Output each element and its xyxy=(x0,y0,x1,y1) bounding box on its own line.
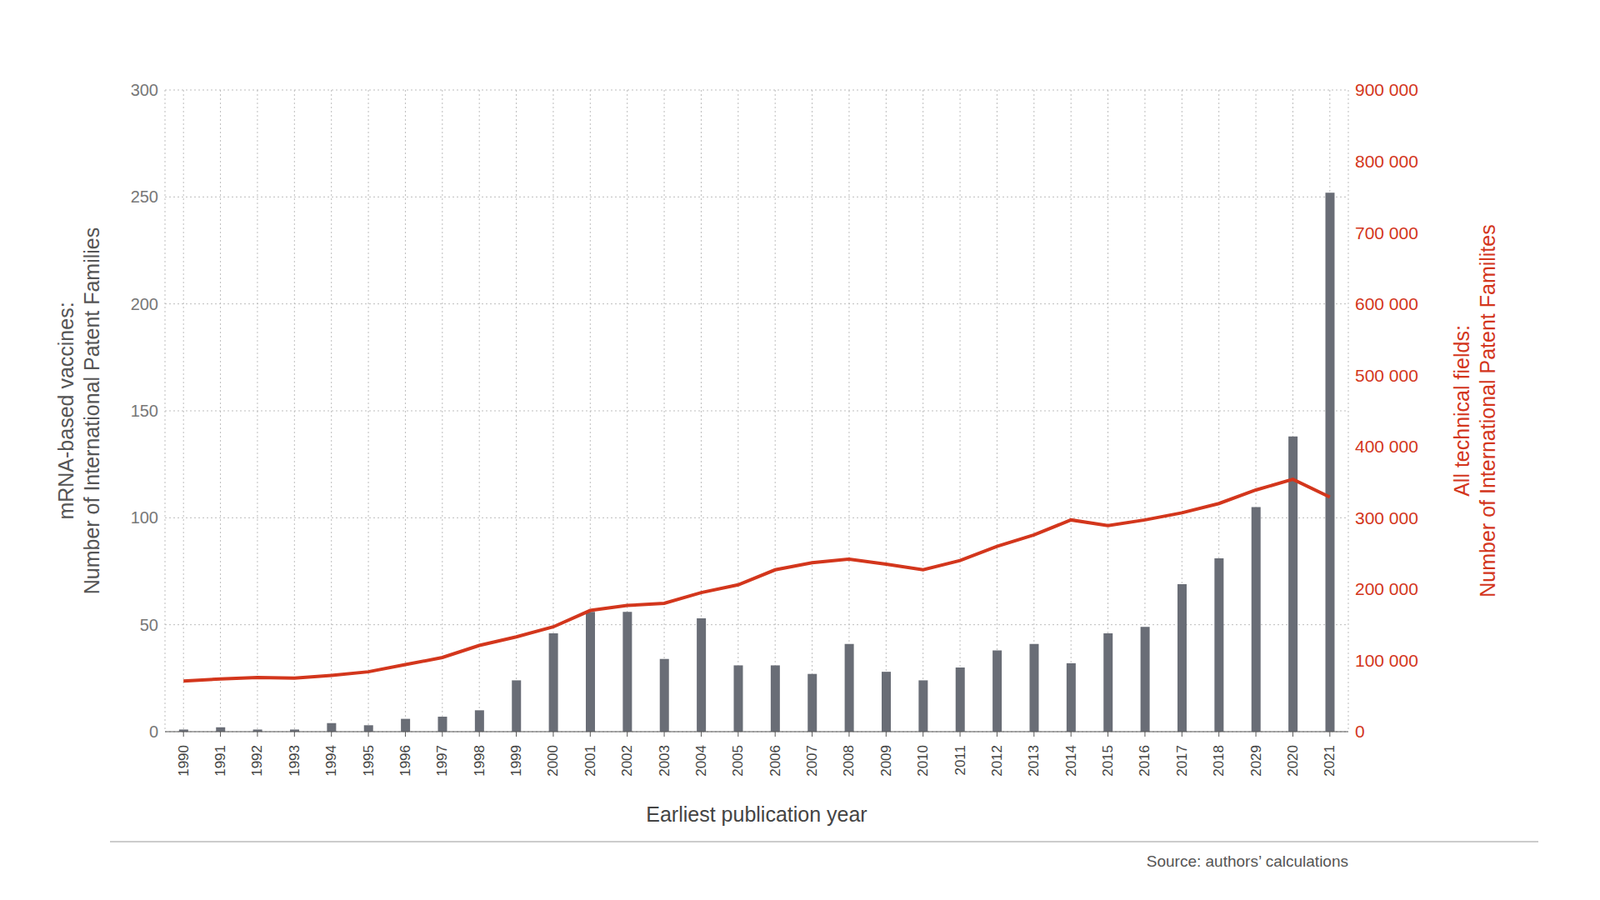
svg-text:400 000: 400 000 xyxy=(1355,436,1419,456)
svg-text:1996: 1996 xyxy=(397,745,414,777)
svg-text:1992: 1992 xyxy=(249,745,265,777)
svg-text:300 000: 300 000 xyxy=(1355,508,1419,528)
svg-text:2015: 2015 xyxy=(1100,745,1116,777)
svg-text:50: 50 xyxy=(140,615,159,635)
svg-text:1990: 1990 xyxy=(175,745,192,777)
svg-text:300: 300 xyxy=(130,80,159,100)
svg-text:900 000: 900 000 xyxy=(1355,80,1419,100)
svg-text:2018: 2018 xyxy=(1210,745,1227,777)
svg-text:2011: 2011 xyxy=(952,745,969,776)
svg-text:2005: 2005 xyxy=(730,745,746,777)
svg-text:2006: 2006 xyxy=(767,745,784,777)
svg-text:150: 150 xyxy=(130,401,159,420)
svg-text:1994: 1994 xyxy=(323,745,340,777)
svg-text:2017: 2017 xyxy=(1174,745,1190,777)
svg-text:0: 0 xyxy=(1355,721,1365,741)
svg-text:All technical fields:Number of: All technical fields:Number of Internati… xyxy=(1450,224,1500,597)
svg-text:2012: 2012 xyxy=(989,745,1005,777)
svg-text:0: 0 xyxy=(149,722,159,741)
svg-text:200: 200 xyxy=(130,295,159,314)
svg-text:Source: authors’ calculations: Source: authors’ calculations xyxy=(1146,852,1349,870)
svg-text:2007: 2007 xyxy=(804,745,820,777)
svg-text:600 000: 600 000 xyxy=(1355,294,1419,314)
svg-text:200 000: 200 000 xyxy=(1355,579,1419,599)
svg-text:2013: 2013 xyxy=(1025,745,1042,777)
svg-text:2009: 2009 xyxy=(878,745,895,777)
svg-text:1995: 1995 xyxy=(360,745,377,777)
svg-text:2002: 2002 xyxy=(619,745,635,777)
svg-text:2008: 2008 xyxy=(840,745,857,777)
svg-text:1998: 1998 xyxy=(471,745,488,777)
svg-text:1991: 1991 xyxy=(212,745,229,777)
svg-text:1993: 1993 xyxy=(286,745,303,777)
svg-text:mRNA-based vaccines:Number of: mRNA-based vaccines:Number of Internatio… xyxy=(54,227,104,595)
svg-text:2003: 2003 xyxy=(656,745,673,777)
svg-text:2014: 2014 xyxy=(1063,745,1080,777)
svg-text:Earliest publication year: Earliest publication year xyxy=(645,802,867,826)
svg-text:700 000: 700 000 xyxy=(1355,223,1419,243)
svg-text:800 000: 800 000 xyxy=(1355,151,1419,171)
svg-text:2000: 2000 xyxy=(545,745,561,777)
svg-text:2010: 2010 xyxy=(915,745,931,777)
svg-text:1997: 1997 xyxy=(434,745,450,777)
svg-text:2021: 2021 xyxy=(1321,745,1338,777)
svg-text:2016: 2016 xyxy=(1136,745,1153,777)
svg-text:2001: 2001 xyxy=(582,745,599,777)
svg-text:2029: 2029 xyxy=(1248,745,1265,777)
svg-text:250: 250 xyxy=(130,187,159,206)
svg-text:2020: 2020 xyxy=(1285,745,1301,777)
svg-text:500 000: 500 000 xyxy=(1355,365,1419,385)
svg-text:1999: 1999 xyxy=(508,745,525,777)
svg-text:2004: 2004 xyxy=(693,745,710,777)
svg-text:100 000: 100 000 xyxy=(1355,650,1419,670)
svg-text:100: 100 xyxy=(130,508,159,527)
